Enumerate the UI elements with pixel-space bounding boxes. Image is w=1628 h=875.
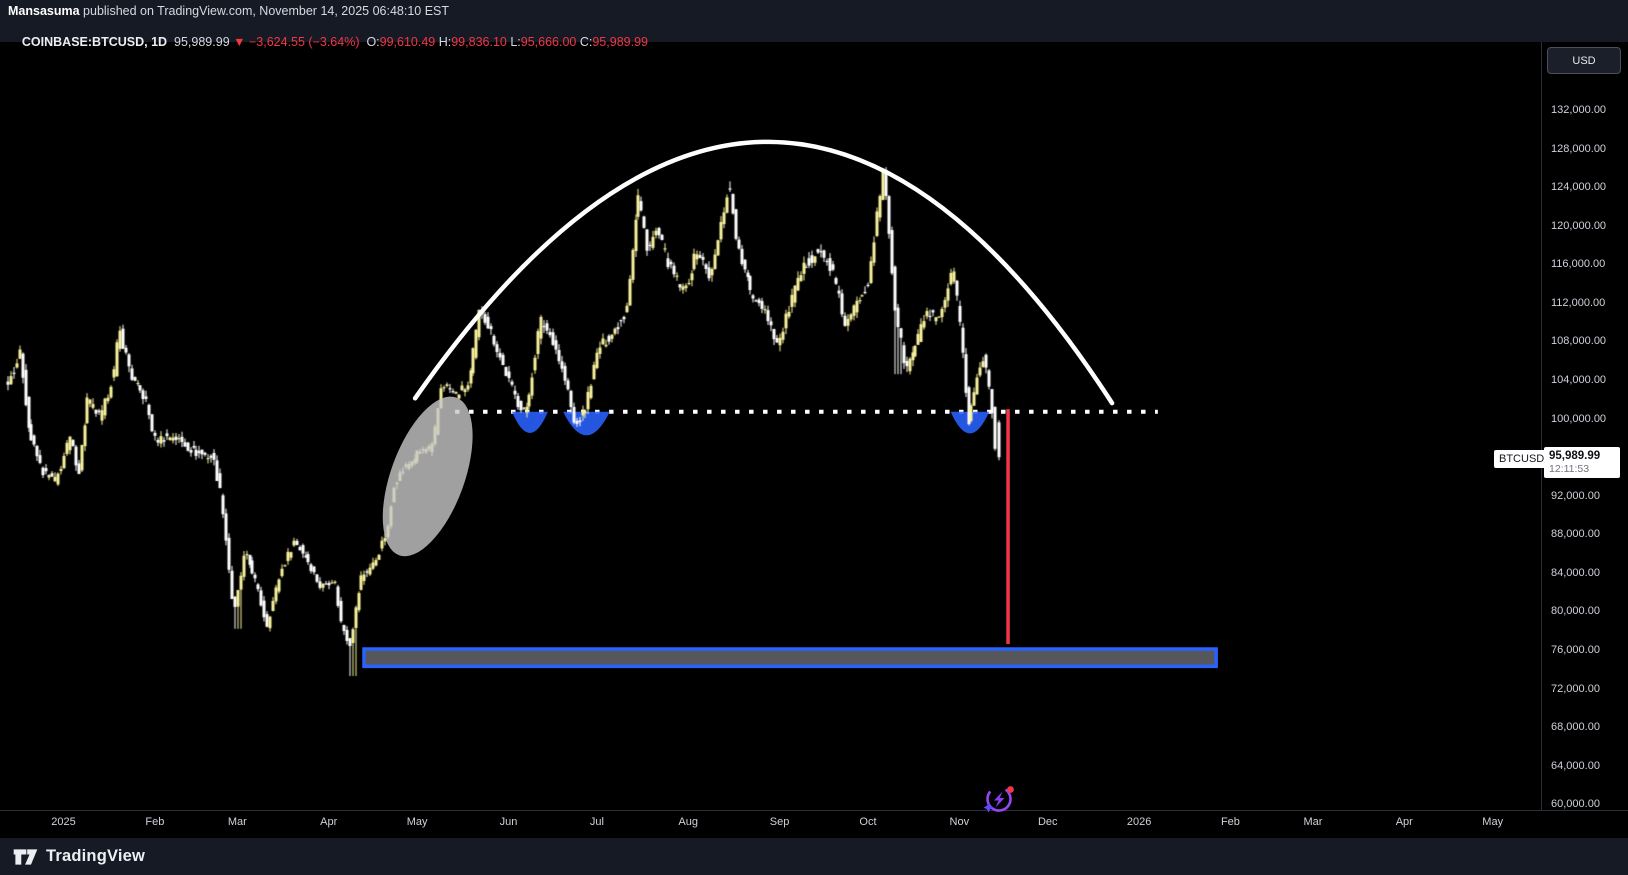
price-change: −3,624.55 (−3.64%): [248, 35, 360, 49]
price-axis-label: 124,000.00: [1551, 181, 1607, 194]
time-axis-label: Apr: [1395, 816, 1413, 828]
symbol-name: COINBASE:BTCUSD,: [21, 35, 148, 49]
time-axis-label: Mar: [1303, 816, 1323, 828]
currency-toggle-button[interactable]: USD: [1547, 47, 1621, 74]
byline: Mansasuma published on TradingView.com, …: [8, 4, 449, 18]
tag-countdown: 12:11:53: [1549, 463, 1590, 475]
symbol-price-tag: BTCUSD: [1494, 450, 1550, 468]
time-axis-label: Sep: [769, 816, 790, 828]
price-axis-label: 68,000.00: [1551, 721, 1600, 734]
time-axis-label: Oct: [859, 816, 877, 828]
price-axis-label: 128,000.00: [1551, 142, 1607, 155]
time-axis-label: Mar: [227, 816, 247, 828]
last-price-tag: 95,989.99 12:11:53: [1544, 447, 1620, 478]
price-axis-label: 132,000.00: [1551, 104, 1607, 116]
price-axis-label: 60,000.00: [1551, 798, 1600, 811]
time-axis-label: May: [406, 816, 428, 828]
high-value: 99,836.10: [451, 35, 507, 49]
last-price: 95,989.99: [174, 35, 230, 49]
time-axis-label: 2025: [51, 816, 76, 828]
author-name: Mansasuma: [8, 4, 80, 18]
price-axis-label: 84,000.00: [1551, 566, 1600, 579]
time-axis-label: Jul: [589, 816, 604, 828]
high-label: H:: [438, 35, 452, 49]
time-axis-label: Jun: [499, 816, 518, 828]
price-axis-label: 92,000.00: [1551, 489, 1600, 502]
tradingview-logo[interactable]: TradingView: [12, 845, 145, 869]
time-axis-separator: [0, 810, 1628, 811]
price-axis-label: 76,000.00: [1551, 643, 1600, 656]
tag-price: 95,989.99: [1549, 450, 1601, 462]
tradingview-logo-text: TradingView: [46, 847, 146, 865]
low-value: 95,666.00: [520, 35, 577, 49]
publish-header: Mansasuma published on TradingView.com, …: [0, 0, 1628, 49]
price-axis-label: 64,000.00: [1551, 759, 1600, 772]
price-axis-separator: [1541, 42, 1542, 810]
time-axis-label: May: [1482, 816, 1504, 828]
close-value: 95,989.99: [592, 35, 648, 49]
footer-bar: TradingView: [0, 838, 1628, 875]
spark-icon[interactable]: [982, 780, 1018, 816]
price-axis-label: 88,000.00: [1551, 528, 1600, 541]
price-axis-label: 112,000.00: [1551, 296, 1606, 309]
time-axis-label: Nov: [949, 816, 970, 828]
tradingview-logo-icon: [13, 848, 38, 865]
down-arrow-icon: ▼: [233, 35, 246, 49]
low-label: L:: [510, 35, 521, 49]
byline-text: published on TradingView.com, November 1…: [79, 4, 450, 18]
interval: 1D: [151, 35, 168, 49]
price-axis-label: 120,000.00: [1551, 219, 1607, 232]
open-value: 99,610.49: [379, 35, 436, 49]
rounded-top-arc[interactable]: [412, 139, 1115, 406]
time-axis-label: Feb: [145, 816, 165, 828]
open-label: O:: [366, 35, 380, 49]
close-label: C:: [579, 35, 593, 49]
rally-ellipse[interactable]: [364, 385, 491, 568]
price-axis-label: 72,000.00: [1551, 682, 1600, 695]
time-axis-label: Feb: [1220, 816, 1240, 828]
price-axis-label: 100,000.00: [1551, 412, 1607, 425]
price-axis-label: 104,000.00: [1551, 373, 1607, 386]
price-axis-label: 108,000.00: [1551, 335, 1607, 348]
time-axis-label: Dec: [1037, 816, 1058, 828]
time-axis-label: Apr: [320, 816, 338, 828]
price-axis-label: 116,000.00: [1551, 258, 1606, 271]
price-axis-label: 80,000.00: [1551, 605, 1600, 618]
symbol-status-line: COINBASE:BTCUSD, 1D 95,989.99 ▼ −3,624.5…: [8, 21, 648, 63]
time-axis-label: Aug: [678, 816, 699, 828]
time-axis-label: 2026: [1126, 816, 1152, 828]
